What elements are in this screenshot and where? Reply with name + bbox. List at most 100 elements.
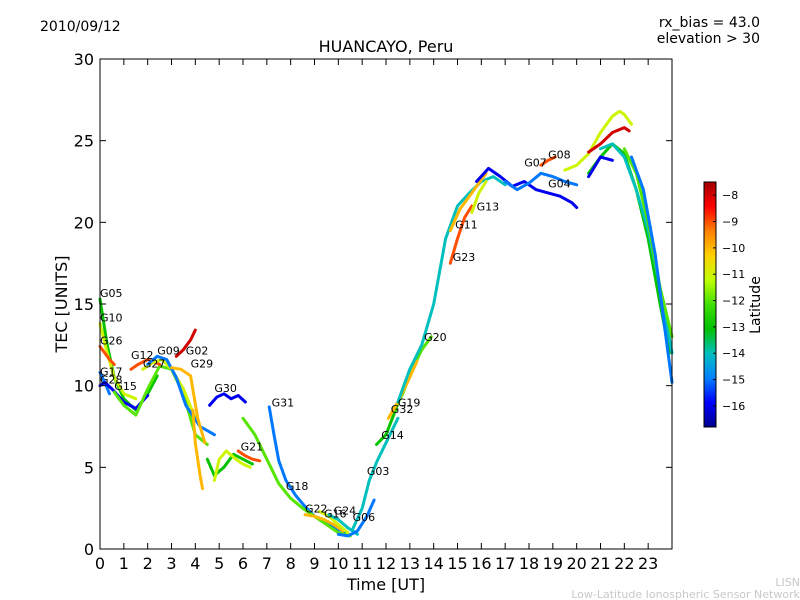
sat-label-g07: G07 — [524, 156, 547, 169]
series-line-g16 — [317, 509, 350, 535]
sat-label-g09: G09 — [157, 344, 180, 357]
x-tick-label: 21 — [590, 554, 610, 573]
sat-label-g15: G15 — [114, 380, 137, 393]
series-line-g15 — [112, 364, 209, 446]
series-layer — [98, 109, 674, 538]
x-tick-label: 6 — [238, 554, 248, 573]
sat-label-g24: G24 — [334, 504, 357, 517]
sat-label-g12: G12 — [131, 349, 154, 362]
sat-label-g11: G11 — [455, 219, 478, 232]
y-tick-label: 5 — [84, 458, 94, 477]
x-tick-label: 20 — [566, 554, 586, 573]
x-tick-label: 9 — [309, 554, 319, 573]
x-tick-label: 22 — [614, 554, 634, 573]
x-axis-ticks: 0 1 2 3 4 5 6 7 8 9 10 11 12 13 14 15 16 17 18 19 20 21 22 23 — [95, 59, 658, 573]
sat-label-g32: G32 — [391, 403, 414, 416]
x-tick-label: 5 — [214, 554, 224, 573]
sat-label-g02: G02 — [186, 344, 209, 357]
colorbar-tick-label: −10 — [722, 242, 745, 255]
x-tick-label: 16 — [471, 554, 491, 573]
colorbar — [703, 181, 717, 428]
colorbar-tick-label: −9 — [722, 216, 738, 229]
series-line-g13 — [470, 180, 488, 214]
sat-label-g19: G19 — [398, 397, 421, 410]
x-tick-label: 14 — [423, 554, 443, 573]
sat-label-g20: G20 — [424, 331, 447, 344]
series-line-g31 — [267, 405, 350, 535]
series-line-g28b — [212, 449, 252, 482]
x-tick-label: 18 — [519, 554, 539, 573]
rx-bias-label: rx_bias = 43.0 — [659, 15, 760, 31]
elevation-label: elevation > 30 — [657, 31, 760, 47]
series-line-g26 — [98, 345, 116, 366]
footer-org: LISN — [775, 576, 800, 589]
sat-label-g17: G17 — [100, 366, 123, 379]
sat-label-g27: G27 — [143, 357, 166, 370]
sat-label-g10: G10 — [100, 312, 123, 325]
series-line-g30 — [208, 392, 247, 407]
series-line-g05 — [98, 297, 159, 412]
series-line-g10b — [205, 452, 254, 477]
sat-label-g05: G05 — [100, 287, 123, 300]
series-line-g02 — [174, 328, 197, 358]
sat-label-g03: G03 — [367, 465, 390, 478]
series-line-g08 — [539, 155, 557, 167]
series-line-g10 — [98, 322, 138, 401]
x-tick-label: 3 — [166, 554, 176, 573]
x-tick-label: 8 — [286, 554, 296, 573]
series-line-g24 — [327, 513, 359, 536]
x-axis-label: Time [UT] — [346, 575, 425, 594]
colorbar-label: Latitude — [748, 276, 764, 334]
x-tick-label: 7 — [262, 554, 272, 573]
sat-label-g26: G26 — [100, 335, 123, 348]
y-tick-label: 30 — [74, 50, 94, 69]
x-tick-label: 10 — [328, 554, 348, 573]
x-tick-label: 0 — [95, 554, 105, 573]
sat-label-g28: G28 — [100, 374, 123, 387]
colorbar-ticks: −8 −9 −10 −11 −12 −13 −14 −15 −16 — [713, 189, 745, 413]
colorbar-tick-label: −15 — [722, 374, 745, 387]
x-tick-label: 4 — [190, 554, 200, 573]
colorbar-tick-label: −11 — [722, 268, 745, 281]
series-line-g11 — [448, 171, 488, 232]
sat-label-g06: G06 — [353, 511, 376, 524]
series-line-g06 — [336, 498, 376, 538]
sat-label-g14: G14 — [381, 429, 404, 442]
series-line-g29 — [170, 366, 207, 445]
x-tick-label: 17 — [495, 554, 515, 573]
sat-label-g16: G16 — [324, 508, 347, 521]
series-line-g21 — [236, 449, 262, 463]
x-tick-label: 15 — [447, 554, 467, 573]
series-line-g18 — [241, 416, 352, 538]
sat-label-g29: G29 — [191, 357, 214, 370]
x-tick-label: 13 — [400, 554, 420, 573]
y-tick-label: 0 — [84, 540, 94, 559]
series-line-g07 — [475, 166, 579, 210]
x-tick-label: 1 — [119, 554, 129, 573]
colorbar-tick-label: −13 — [722, 321, 745, 334]
colorbar-tick-label: −14 — [722, 347, 745, 360]
date-label: 2010/09/12 — [40, 19, 121, 35]
sat-label-g30: G30 — [214, 382, 237, 395]
series-line-g22 — [303, 513, 345, 533]
footer-network: Low-Latitude Ionospheric Sensor Network — [571, 588, 800, 600]
sat-label-g04: G04 — [548, 178, 571, 191]
y-tick-label: 10 — [74, 377, 94, 396]
sat-label-g23: G23 — [453, 251, 476, 264]
series-line-g26b — [587, 142, 672, 355]
colorbar-tick-label: −16 — [722, 400, 745, 413]
colorbar-tick-label: −12 — [722, 295, 745, 308]
sat-label-g31: G31 — [272, 397, 295, 410]
colorbar-tick-label: −8 — [722, 189, 738, 202]
y-tick-label: 15 — [74, 295, 94, 314]
series-line-g25 — [587, 126, 631, 154]
y-tick-label: 20 — [74, 213, 94, 232]
sat-label-g13: G13 — [477, 201, 500, 214]
series-line-g05b — [191, 408, 204, 491]
sat-label-g22: G22 — [305, 503, 328, 516]
sat-label-g08: G08 — [548, 148, 571, 161]
chart-title: HUANCAYO, Peru — [319, 37, 454, 56]
